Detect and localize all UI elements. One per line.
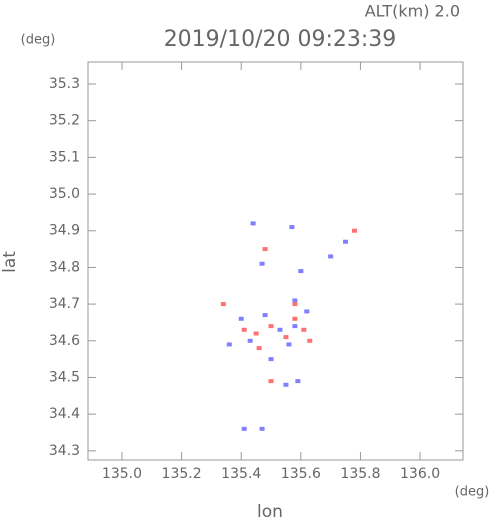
point xyxy=(328,254,334,259)
x-unit: (deg) xyxy=(455,485,490,500)
point xyxy=(307,338,313,343)
x-tick-label: 135.8 xyxy=(340,466,380,482)
point xyxy=(268,379,274,384)
point xyxy=(241,426,247,431)
y-tick-label: 34.6 xyxy=(49,333,80,349)
x-tick-label: 136.0 xyxy=(400,466,440,482)
y-tick-label: 34.7 xyxy=(49,296,80,312)
point xyxy=(253,331,259,336)
y-tick-label: 35.2 xyxy=(49,113,80,129)
point xyxy=(283,382,289,387)
y-tick-label: 35.3 xyxy=(49,76,80,92)
point xyxy=(283,335,289,340)
point xyxy=(343,239,349,244)
y-tick-label: 35.1 xyxy=(49,149,80,165)
point xyxy=(351,228,357,233)
point xyxy=(268,357,274,362)
point xyxy=(262,313,268,318)
point xyxy=(292,298,298,303)
chart-title: 2019/10/20 09:23:39 xyxy=(164,27,397,52)
point xyxy=(241,327,247,332)
point xyxy=(226,342,232,347)
plot-area xyxy=(87,61,464,461)
x-tick-label: 135.4 xyxy=(221,466,261,482)
point xyxy=(298,269,304,274)
y-tick-label: 34.5 xyxy=(49,369,80,385)
y-tick-label: 35.0 xyxy=(49,186,80,202)
point xyxy=(238,316,244,321)
y-tick-label: 34.8 xyxy=(49,259,80,275)
x-axis-label: lon xyxy=(257,502,283,521)
point xyxy=(292,316,298,321)
y-tick-label: 34.9 xyxy=(49,223,80,239)
y-tick-label: 34.4 xyxy=(49,406,80,422)
point xyxy=(295,379,301,384)
point xyxy=(292,324,298,329)
point xyxy=(256,346,262,351)
point xyxy=(250,221,256,226)
altitude-label: ALT(km) 2.0 xyxy=(365,2,460,21)
y-tick-label: 34.3 xyxy=(49,443,80,459)
point xyxy=(259,261,265,266)
point xyxy=(292,302,298,307)
y-axis-label: lat xyxy=(0,251,20,273)
x-tick-label: 135.0 xyxy=(102,466,142,482)
point xyxy=(268,324,274,329)
point xyxy=(259,426,265,431)
point xyxy=(262,247,268,252)
point xyxy=(304,309,310,314)
point xyxy=(301,327,307,332)
x-tick-label: 135.2 xyxy=(162,466,202,482)
x-tick-label: 135.6 xyxy=(281,466,321,482)
point xyxy=(220,302,226,307)
point xyxy=(277,327,283,332)
point xyxy=(247,338,253,343)
point xyxy=(286,342,292,347)
y-unit: (deg) xyxy=(21,33,56,48)
point xyxy=(289,225,295,230)
